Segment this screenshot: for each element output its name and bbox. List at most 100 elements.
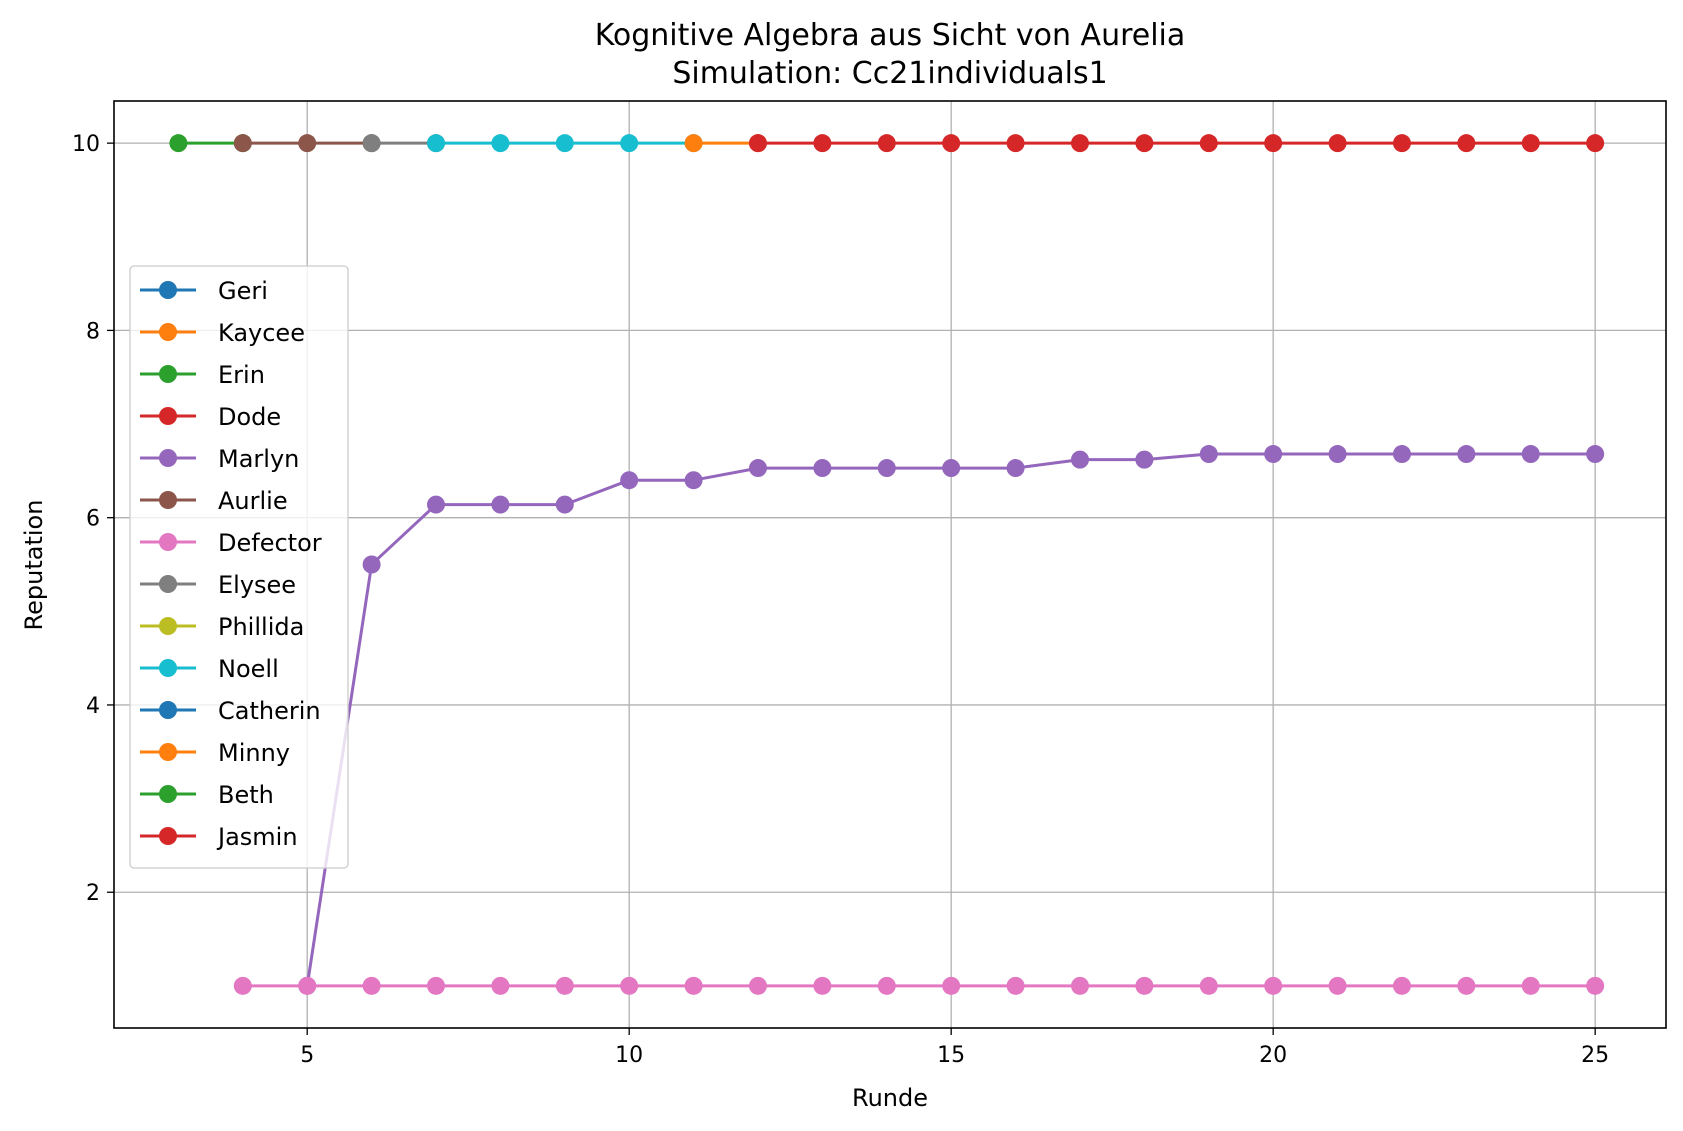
chart-subtitle: Simulation: Cc21individuals1 <box>672 56 1107 91</box>
data-point-jasmin <box>1392 134 1411 153</box>
legend-label: Noell <box>218 655 279 683</box>
legend-marker <box>159 449 177 467</box>
data-point-elysee <box>362 134 381 153</box>
data-point-defector <box>877 976 896 995</box>
data-point-marlyn <box>1521 445 1540 464</box>
data-point-marlyn <box>1586 445 1605 464</box>
data-point-defector <box>813 976 832 995</box>
data-point-defector <box>1392 976 1411 995</box>
y-tick-label: 6 <box>86 507 100 532</box>
data-point-erin <box>169 134 188 153</box>
x-tick-label: 25 <box>1581 1043 1609 1068</box>
legend-marker <box>159 323 177 341</box>
data-point-aurlie <box>298 134 317 153</box>
series-defector <box>233 976 1605 995</box>
data-point-marlyn <box>684 471 703 490</box>
legend-label: Marlyn <box>218 445 299 473</box>
series-aurlie <box>233 134 381 153</box>
data-point-aurlie <box>233 134 252 153</box>
data-point-marlyn <box>942 459 961 478</box>
y-tick-label: 10 <box>72 132 100 157</box>
legend-item-marlyn: Marlyn <box>140 445 299 473</box>
data-point-defector <box>1586 976 1605 995</box>
data-point-marlyn <box>426 495 445 514</box>
data-point-noell <box>620 134 639 153</box>
legend-label: Minny <box>218 739 290 767</box>
data-point-noell <box>555 134 574 153</box>
legend-label: Erin <box>218 361 265 389</box>
legend-marker <box>159 575 177 593</box>
legend-marker <box>159 491 177 509</box>
data-point-jasmin <box>1457 134 1476 153</box>
legend-label: Geri <box>218 277 268 305</box>
legend: Geri Kaycee Erin Dode Marlyn Aurlie Defector El… <box>129 265 349 869</box>
data-point-marlyn <box>620 471 639 490</box>
data-point-jasmin <box>748 134 767 153</box>
data-point-defector <box>748 976 767 995</box>
data-point-jasmin <box>1521 134 1540 153</box>
data-point-defector <box>1135 976 1154 995</box>
data-point-jasmin <box>877 134 896 153</box>
legend-item-jasmin: Jasmin <box>140 823 298 851</box>
data-point-marlyn <box>555 495 574 514</box>
y-tick-label: 8 <box>86 319 100 344</box>
data-point-marlyn <box>1199 445 1218 464</box>
data-point-defector <box>1521 976 1540 995</box>
ticks: 5 10 15 20 25 2 4 6 8 10 <box>72 132 1609 1068</box>
legend-marker <box>159 533 177 551</box>
legend-item-beth: Beth <box>140 781 274 809</box>
data-point-defector <box>1264 976 1283 995</box>
data-point-jasmin <box>813 134 832 153</box>
data-point-marlyn <box>1264 445 1283 464</box>
data-point-marlyn <box>1392 445 1411 464</box>
legend-label: Phillida <box>218 613 304 641</box>
legend-marker <box>159 701 177 719</box>
data-point-marlyn <box>491 495 510 514</box>
legend-label: Dode <box>218 403 281 431</box>
legend-label: Defector <box>218 529 322 557</box>
legend-marker <box>159 407 177 425</box>
plot-frame <box>113 100 1667 1029</box>
legend-marker <box>159 785 177 803</box>
chart-title: Kognitive Algebra aus Sicht von Aurelia <box>595 18 1186 53</box>
legend-item-elysee: Elysee <box>140 571 296 599</box>
legend-item-defector: Defector <box>140 529 322 557</box>
data-point-marlyn <box>813 459 832 478</box>
legend-item-geri: Geri <box>140 277 268 305</box>
legend-marker <box>159 827 177 845</box>
y-tick-label: 4 <box>86 694 100 719</box>
data-point-defector <box>620 976 639 995</box>
legend-label: Jasmin <box>216 823 298 851</box>
data-point-defector <box>942 976 961 995</box>
legend-item-erin: Erin <box>140 361 265 389</box>
legend-marker <box>159 281 177 299</box>
legend-item-dode: Dode <box>140 403 281 431</box>
legend-item-phillida: Phillida <box>140 613 304 641</box>
legend-item-catherin: Catherin <box>140 697 321 725</box>
data-point-jasmin <box>1264 134 1283 153</box>
data-point-jasmin <box>1135 134 1154 153</box>
legend-item-aurlie: Aurlie <box>140 487 288 515</box>
data-point-defector <box>233 976 252 995</box>
x-tick-label: 15 <box>937 1043 965 1068</box>
legend-label: Kaycee <box>218 319 305 347</box>
series-jasmin <box>748 134 1605 153</box>
data-point-noell <box>491 134 510 153</box>
data-point-defector <box>362 976 381 995</box>
data-point-defector <box>1006 976 1025 995</box>
data-point-jasmin <box>1586 134 1605 153</box>
series-noell <box>426 134 703 153</box>
data-point-marlyn <box>1328 445 1347 464</box>
series-marlyn <box>298 445 1605 995</box>
data-point-defector <box>491 976 510 995</box>
data-point-marlyn <box>877 459 896 478</box>
x-tick-label: 10 <box>615 1043 643 1068</box>
y-axis-label: Reputation <box>20 500 48 631</box>
data-point-defector <box>684 976 703 995</box>
x-axis-label: Runde <box>852 1084 928 1112</box>
data-point-minny <box>684 134 703 153</box>
data-point-defector <box>1328 976 1347 995</box>
data-point-noell <box>426 134 445 153</box>
data-point-defector <box>1070 976 1089 995</box>
